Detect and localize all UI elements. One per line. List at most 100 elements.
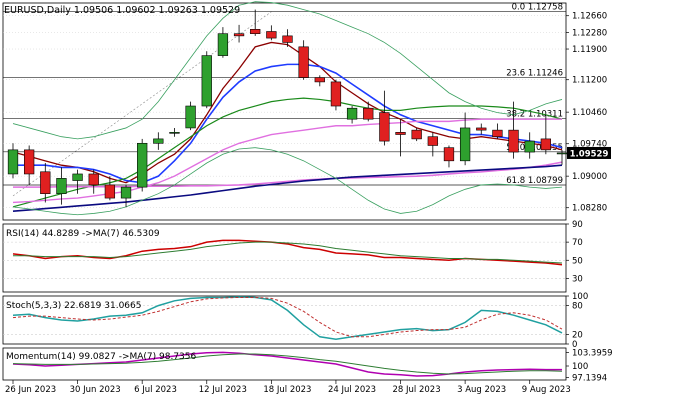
stoch-tick-label-1: 80	[572, 302, 583, 312]
date-tick-label-6: 28 Jul 2023	[393, 385, 441, 395]
candle-body-2	[40, 171, 51, 194]
candle-body-14	[233, 33, 245, 37]
stoch-tick-label-0: 100	[572, 292, 588, 302]
candle-body-17	[282, 35, 293, 43]
moving-average-line-7	[12, 147, 563, 216]
candle-body-19	[314, 77, 325, 83]
rsi-series-line-0	[12, 239, 563, 266]
fib-level-label-4: 61.8 1.08799	[506, 176, 563, 186]
price-axis: 1.12660 1.12280 1.11900 1.11200 1.10460 1.097…	[566, 12, 611, 214]
rsi-panel: 90 70 50 30	[3, 220, 583, 284]
candle-body-10	[169, 132, 180, 134]
rsi-series-line-1	[13, 241, 563, 264]
rsi-tick-label-3: 30	[572, 274, 583, 284]
candle-body-16	[266, 31, 277, 39]
candle-body-25	[411, 129, 422, 140]
mom-series-line-0	[12, 351, 562, 377]
stoch-series-line-0	[12, 296, 563, 340]
candle-body-27	[443, 147, 455, 162]
date-tick-label-5: 24 Jul 2023	[328, 385, 376, 395]
date-tick-label-1: 30 Jun 2023	[70, 385, 121, 395]
candle-body-5	[88, 173, 99, 186]
mom-tick-label-1: 100	[572, 362, 588, 372]
date-tick-label-4: 18 Jul 2023	[263, 385, 311, 395]
candle-body-0	[7, 149, 19, 175]
candle-body-13	[217, 33, 229, 56]
stoch-tick-label-2: 20	[572, 330, 583, 340]
candle-body-9	[153, 138, 164, 144]
main-chart-title: EURUSD,Daily 1.09506 1.09602 1.09263 1.0…	[4, 5, 240, 16]
last-price-tag	[567, 146, 611, 159]
price-tick-label-5: 1.09740	[572, 140, 607, 150]
mom-tick-label-2: 97.1394	[572, 373, 607, 383]
candle-body-26	[427, 136, 438, 146]
date-tick-label-7: 3 Aug 2023	[457, 385, 506, 395]
candle-body-12	[201, 55, 212, 107]
date-axis: 26 Jun 2023 30 Jun 2023 6 Jul 2023 12 Jul 2…	[5, 380, 571, 395]
moving-average-line-5	[12, 164, 563, 213]
candle-body-6	[104, 184, 116, 199]
fib-level-label-1: 23.6 1.11246	[506, 69, 563, 79]
candle-body-32	[524, 140, 535, 153]
price-tick-label-3: 1.11200	[572, 76, 607, 86]
candle-body-31	[508, 129, 519, 153]
price-tick-label-7: 1.08280	[572, 204, 607, 214]
mom-tick-label-0: 103.3959	[572, 348, 613, 358]
candle-body-3	[56, 178, 67, 194]
rsi-title: RSI(14) 44.8289 ->MA(7) 46.5309	[6, 229, 160, 239]
date-tick-label-3: 12 Jul 2023	[199, 385, 247, 395]
candle-body-30	[492, 129, 503, 138]
price-tick-label-4: 1.10460	[572, 108, 607, 118]
candle-body-7	[120, 186, 132, 199]
candle-body-24	[395, 132, 406, 135]
price-tick-label-2: 1.11900	[572, 45, 607, 55]
fib-level-label-0: 0.0 1.12758	[512, 2, 563, 12]
fib-level-label-2: 38.2 1.10311	[506, 110, 563, 120]
stoch-series-line-1	[12, 296, 563, 338]
moving-average-line-4	[13, 161, 563, 188]
candle-body-18	[298, 46, 309, 78]
candle-body-15	[250, 29, 261, 34]
momentum-title: Momentum(14) 99.0827 ->MA(7) 98.7356	[6, 352, 197, 362]
candle-body-20	[330, 81, 342, 107]
candle-body-4	[72, 173, 83, 181]
moving-average-line-2	[12, 97, 563, 208]
panel-frame-main	[2, 2, 567, 221]
panel-frame-mom	[2, 347, 567, 381]
date-tick-label-2: 6 Jul 2023	[134, 385, 177, 395]
panel-frame-stoch	[2, 295, 567, 345]
candle-body-22	[363, 107, 374, 120]
rsi-tick-label-2: 50	[572, 256, 583, 266]
moving-average-line-0	[12, 41, 563, 184]
candle-body-1	[24, 149, 35, 175]
candle-body-34	[556, 152, 568, 155]
candle-body-21	[346, 107, 358, 120]
candle-body-33	[540, 138, 551, 151]
rsi-tick-label-0: 90	[572, 220, 583, 230]
moving-average-line-1	[13, 63, 563, 184]
candle-body-23	[379, 112, 390, 142]
candle-body-28	[459, 127, 471, 162]
price-tick-label-6: 1.09000	[572, 172, 607, 182]
candle-body-11	[185, 105, 196, 129]
rsi-tick-label-1: 70	[572, 238, 583, 248]
candle-body-29	[476, 127, 487, 131]
stoch-tick-label-3: 0	[572, 340, 577, 350]
stoch-title: Stoch(5,3,3) 22.6819 31.0665	[6, 301, 141, 311]
panel-frames	[2, 2, 567, 381]
mom-series-line-1	[12, 353, 563, 375]
moving-average-line-6	[12, 1, 563, 140]
panel-frame-rsi	[2, 223, 567, 293]
date-tick-label-0: 26 Jun 2023	[5, 385, 56, 395]
price-tick-label-0: 1.12660	[572, 12, 607, 22]
candles	[7, 9, 568, 207]
candle-body-8	[137, 142, 148, 188]
moving-average-line-3	[12, 118, 562, 204]
date-tick-label-8: 9 Aug 2023	[522, 385, 571, 395]
last-price-label: 1.09529	[570, 149, 609, 159]
